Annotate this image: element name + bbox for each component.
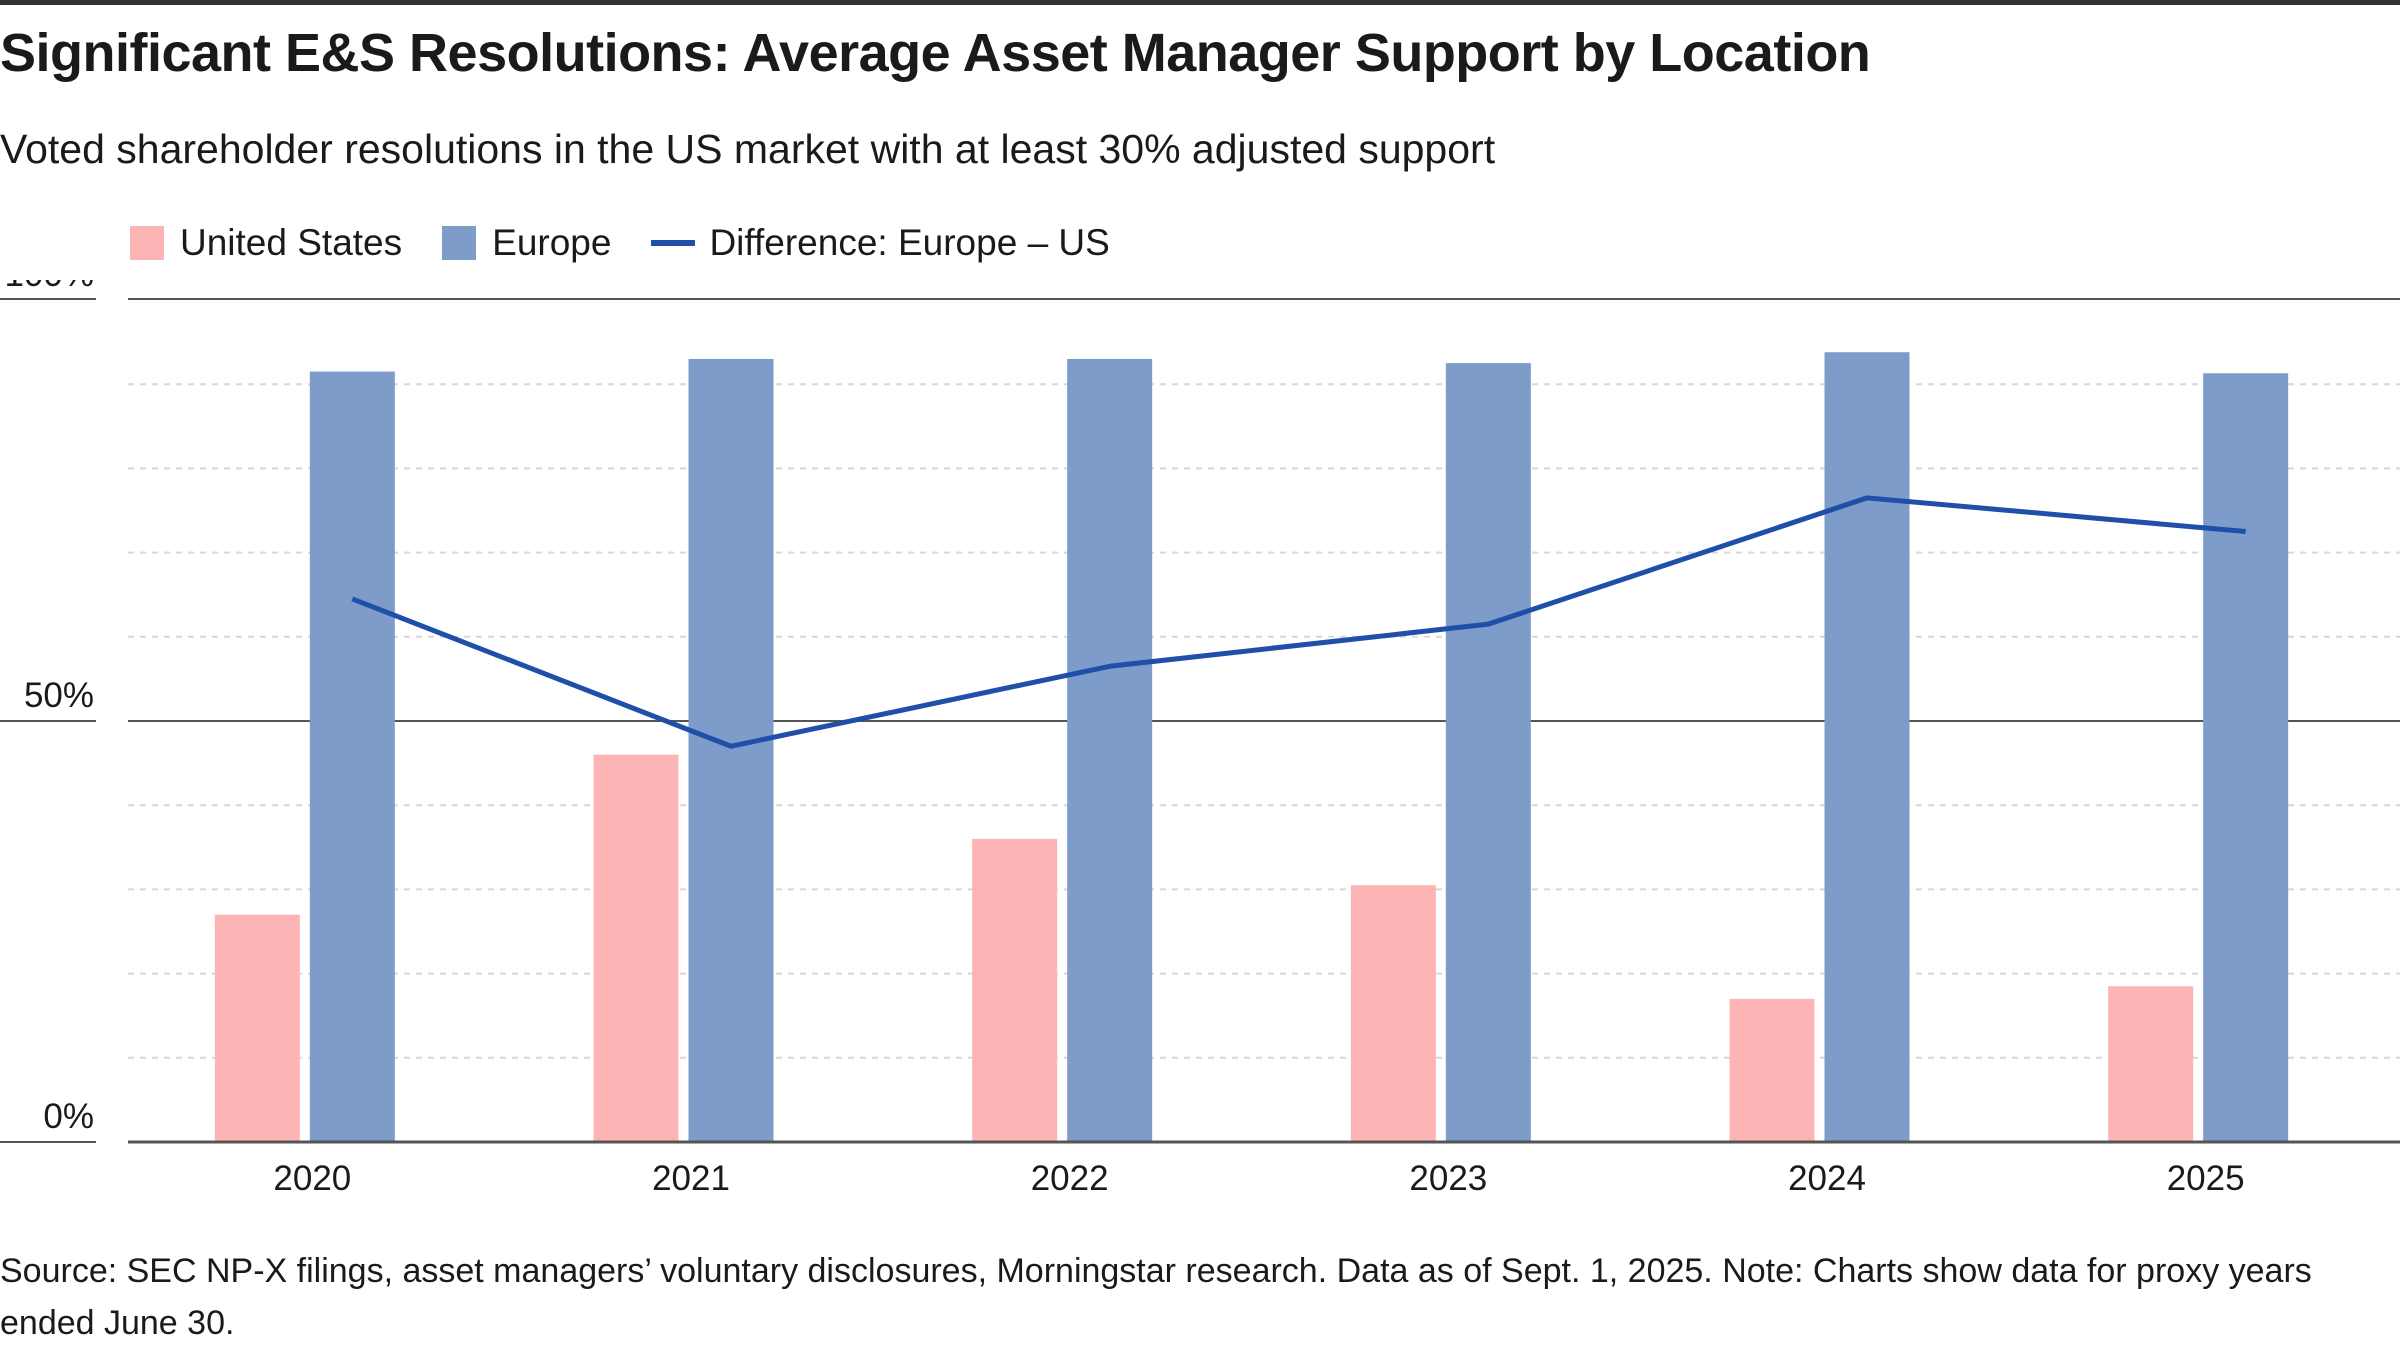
legend: United States Europe Difference: Europe … — [130, 218, 1150, 268]
bar-united-states — [593, 754, 679, 1142]
top-rule — [0, 0, 2400, 5]
bar-europe — [1067, 358, 1153, 1142]
xtick-label: 2023 — [1409, 1159, 1487, 1198]
xtick-label: 2025 — [2167, 1159, 2245, 1198]
bar-europe — [1824, 352, 1910, 1143]
bar-europe — [1445, 363, 1531, 1142]
legend-item-united-states: United States — [130, 222, 402, 264]
ytick-label: 100% — [4, 280, 94, 294]
bar-united-states — [972, 838, 1058, 1142]
chart-subtitle: Voted shareholder resolutions in the US … — [0, 126, 1496, 172]
legend-label-united-states: United States — [180, 222, 403, 263]
axis-layer: 0% 50% 100% 2020 2021 2022 2023 2024 2025 — [4, 280, 2400, 1198]
bar-united-states — [2108, 986, 2194, 1142]
bar-europe — [688, 358, 774, 1142]
legend-item-europe: Europe — [442, 222, 611, 264]
bar-europe — [2203, 373, 2289, 1142]
legend-item-difference: Difference: Europe – US — [651, 222, 1110, 264]
bar-europe — [309, 371, 395, 1142]
legend-swatch-united-states — [130, 226, 164, 260]
grid-layer — [0, 298, 2400, 1143]
xtick-label: 2022 — [1031, 1159, 1109, 1198]
xtick-label: 2021 — [652, 1159, 730, 1198]
chart-title: Significant E&S Resolutions: Average Ass… — [0, 23, 1871, 83]
xtick-label: 2020 — [273, 1159, 351, 1198]
chart-area: 0% 50% 100% 2020 2021 2022 2023 2024 2025 — [0, 280, 2400, 1198]
bar-united-states — [1350, 885, 1436, 1142]
source-note: Source: SEC NP-X filings, asset managers… — [0, 1252, 2312, 1342]
legend-swatch-europe — [442, 226, 477, 260]
series-line-difference — [351, 495, 2246, 749]
legend-swatch-difference — [651, 240, 696, 246]
xtick-label: 2024 — [1788, 1159, 1866, 1198]
ytick-label: 50% — [24, 676, 94, 715]
legend-label-difference: Difference: Europe – US — [709, 222, 1110, 263]
bar-united-states — [214, 914, 300, 1142]
bars-layer — [214, 352, 2289, 1143]
bar-united-states — [1729, 998, 1815, 1142]
line-layer — [351, 495, 2246, 749]
legend-label-europe: Europe — [492, 222, 612, 263]
ytick-label: 0% — [43, 1097, 94, 1136]
